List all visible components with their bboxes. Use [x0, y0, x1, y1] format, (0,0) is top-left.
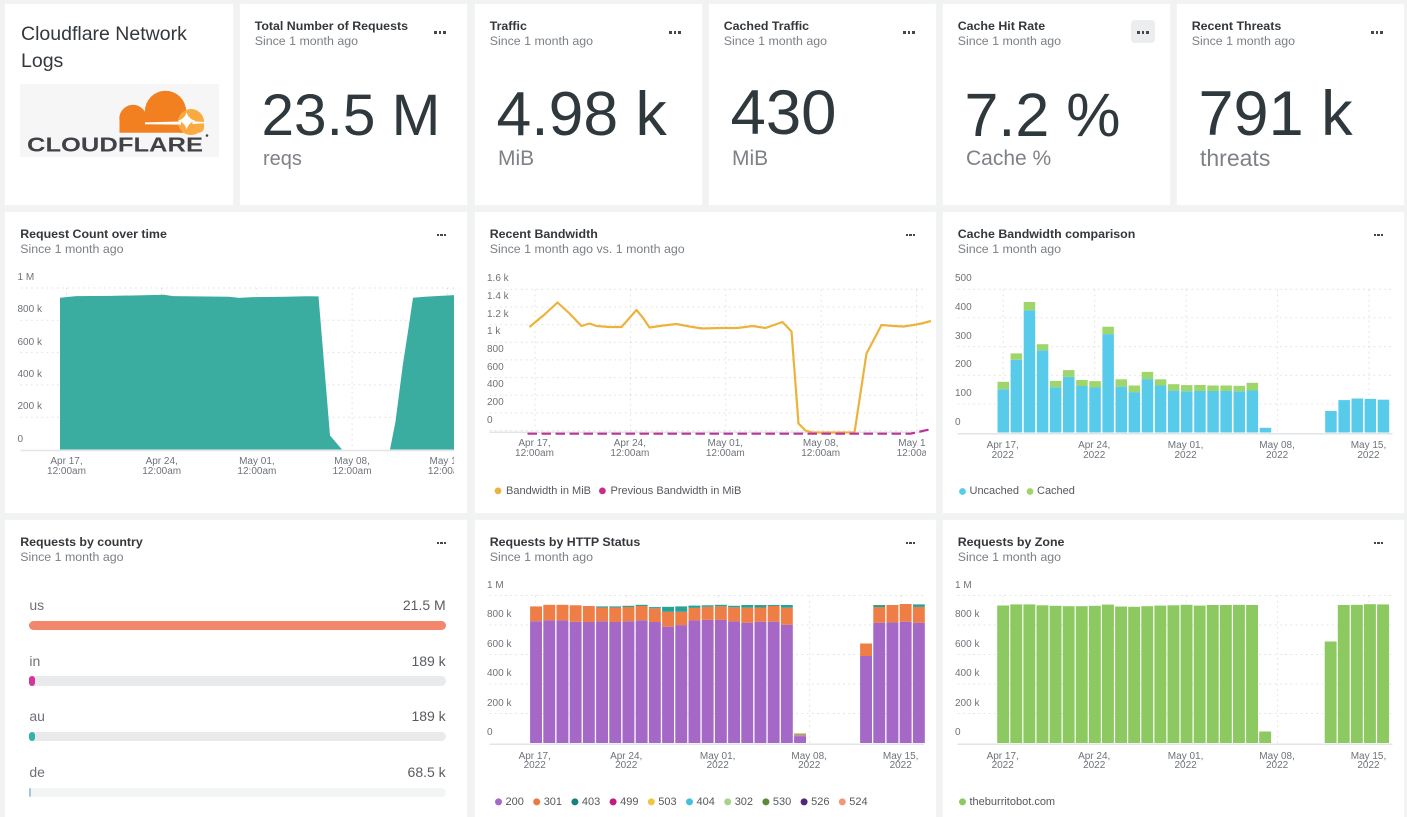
svg-text:CLOUDFLARE: CLOUDFLARE [27, 134, 203, 156]
